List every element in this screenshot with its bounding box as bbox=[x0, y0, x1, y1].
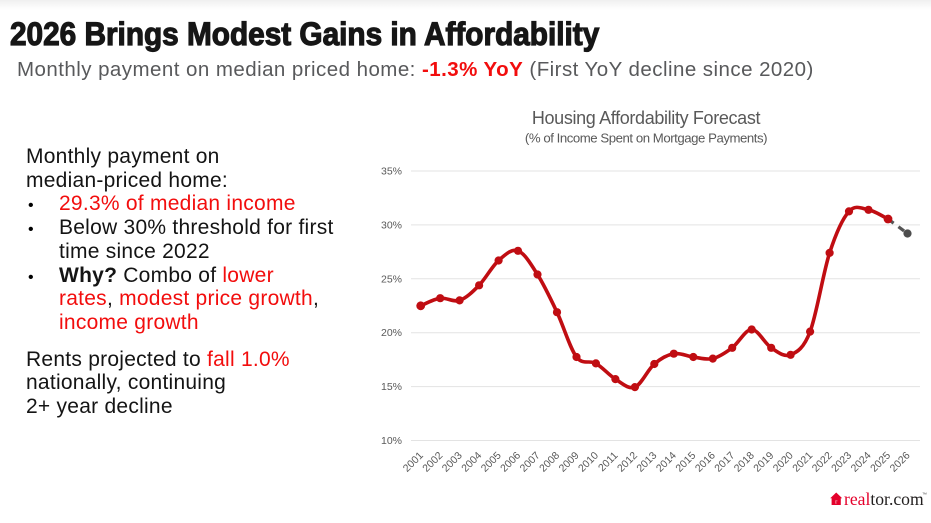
svg-text:2021: 2021 bbox=[790, 450, 815, 475]
svg-text:2003: 2003 bbox=[440, 450, 465, 475]
svg-text:2025: 2025 bbox=[868, 450, 893, 475]
svg-text:30%: 30% bbox=[381, 219, 402, 231]
svg-text:2012: 2012 bbox=[615, 450, 640, 475]
svg-text:realtor.com: realtor.com bbox=[844, 489, 924, 509]
svg-text:2013: 2013 bbox=[634, 450, 659, 475]
svg-text:2005: 2005 bbox=[479, 450, 504, 475]
svg-text:r: r bbox=[835, 498, 838, 505]
svg-text:2001: 2001 bbox=[401, 450, 426, 475]
svg-text:10%: 10% bbox=[381, 435, 402, 447]
svg-text:2009: 2009 bbox=[557, 450, 582, 475]
svg-text:2023: 2023 bbox=[829, 450, 854, 475]
svg-text:2010: 2010 bbox=[576, 450, 601, 475]
svg-text:2004: 2004 bbox=[459, 450, 484, 475]
svg-text:™: ™ bbox=[922, 492, 927, 498]
svg-text:2007: 2007 bbox=[518, 450, 543, 475]
svg-text:15%: 15% bbox=[381, 381, 402, 393]
svg-text:2026: 2026 bbox=[888, 450, 913, 475]
svg-text:2022: 2022 bbox=[810, 450, 835, 475]
svg-text:(% of Income Spent on Mortgage: (% of Income Spent on Mortgage Payments) bbox=[525, 131, 767, 146]
svg-text:2019: 2019 bbox=[751, 450, 776, 475]
svg-text:2018: 2018 bbox=[732, 450, 757, 475]
svg-text:2017: 2017 bbox=[712, 450, 737, 475]
svg-text:25%: 25% bbox=[381, 273, 402, 285]
svg-text:2002: 2002 bbox=[420, 450, 445, 475]
svg-text:Housing Affordability Forecast: Housing Affordability Forecast bbox=[532, 108, 761, 128]
svg-text:2008: 2008 bbox=[537, 450, 562, 475]
svg-text:20%: 20% bbox=[381, 327, 402, 339]
svg-text:2014: 2014 bbox=[654, 450, 679, 475]
svg-text:2015: 2015 bbox=[673, 450, 698, 475]
svg-text:2024: 2024 bbox=[849, 450, 874, 475]
svg-text:2011: 2011 bbox=[596, 450, 621, 475]
svg-text:2016: 2016 bbox=[693, 450, 718, 475]
svg-text:2006: 2006 bbox=[498, 450, 523, 475]
svg-text:35%: 35% bbox=[381, 166, 402, 178]
svg-text:2020: 2020 bbox=[771, 450, 796, 475]
